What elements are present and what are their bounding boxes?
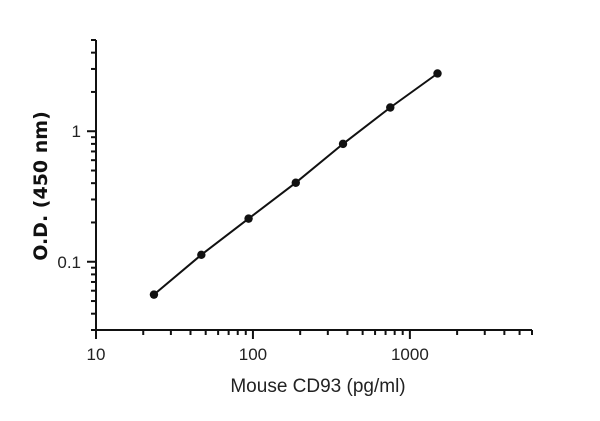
data-point [386,103,395,112]
axes: 10 100 1000 0.1 1 [57,39,533,364]
x-tick-label: 1000 [391,345,429,364]
x-tick-label: 10 [87,345,106,364]
data-point [338,139,348,149]
data-point [244,214,253,223]
data-point [433,69,442,78]
y-tick-label: 1 [72,122,81,141]
y-axis-title: O.D. (450 nm) [30,111,52,261]
y-tick-label: 0.1 [57,253,81,272]
plot-area [149,69,442,299]
x-tick-label: 100 [239,345,267,364]
data-point [149,290,159,299]
data-point [291,178,300,187]
data-point [197,250,206,260]
x-axis-title: Mouse CD93 (pg/ml) [230,376,405,397]
